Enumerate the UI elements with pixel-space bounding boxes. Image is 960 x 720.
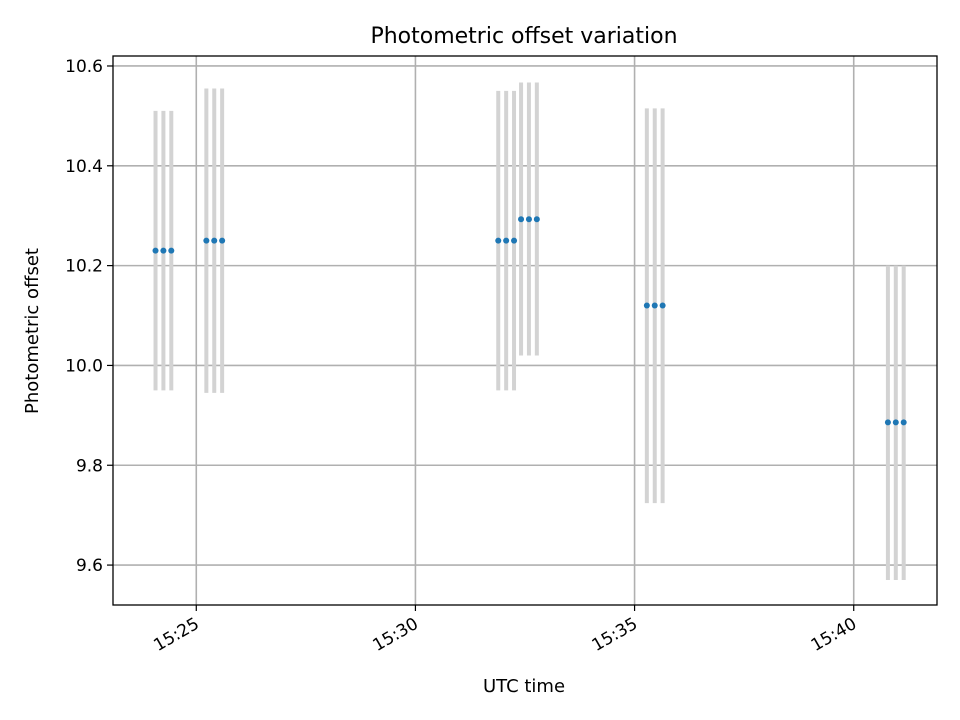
data-point <box>659 302 666 309</box>
data-point <box>168 247 175 254</box>
y-tick-label: 9.8 <box>76 456 103 476</box>
chart-title: Photometric offset variation <box>370 24 677 49</box>
y-tick-label: 10.6 <box>65 57 103 77</box>
data-point <box>884 419 891 426</box>
y-tick-label: 10.0 <box>65 356 103 376</box>
data-point <box>203 237 210 244</box>
plot-frame <box>112 55 938 606</box>
data-point <box>900 419 907 426</box>
data-point <box>892 419 899 426</box>
y-axis: 9.6 9.8 10.0 10.2 10.4 10.6 <box>65 57 113 576</box>
y-tick-label: 10.4 <box>65 157 103 177</box>
data-points <box>152 216 907 426</box>
data-point <box>211 237 218 244</box>
data-point <box>651 302 658 309</box>
data-point <box>219 237 226 244</box>
data-point <box>533 216 540 223</box>
data-point <box>503 237 510 244</box>
data-point <box>160 247 167 254</box>
y-tick-label: 9.6 <box>76 556 103 576</box>
grid <box>113 56 937 605</box>
y-tick-label: 10.2 <box>65 257 103 277</box>
data-point <box>643 302 650 309</box>
x-axis-label: UTC time <box>483 676 565 697</box>
data-point <box>525 216 532 223</box>
data-point <box>518 216 525 223</box>
data-point <box>511 237 518 244</box>
y-axis-label: Photometric offset <box>22 248 43 414</box>
data-point <box>495 237 502 244</box>
data-point <box>152 247 159 254</box>
